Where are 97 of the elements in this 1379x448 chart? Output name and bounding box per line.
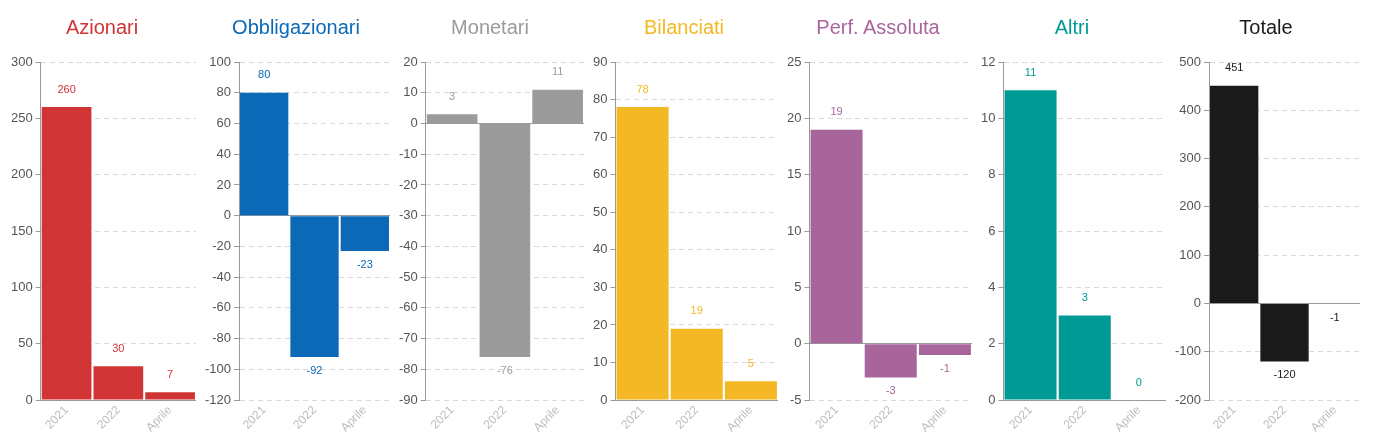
data-label: 80: [258, 68, 271, 81]
y-tick-label: 0: [988, 391, 996, 407]
y-tick-label: 10: [403, 84, 418, 100]
y-tick-label: 10: [980, 109, 996, 125]
bar: [145, 392, 195, 400]
data-label: 19: [830, 105, 843, 118]
y-tick-label: -50: [398, 268, 418, 284]
y-tick-label: 40: [592, 241, 608, 257]
data-label: -1: [1329, 310, 1340, 323]
y-tick-label: 200: [1179, 198, 1202, 214]
y-tick-label: -200: [1174, 391, 1202, 407]
y-tick-label: 0: [1193, 295, 1202, 311]
y-tick-label: -5: [789, 391, 802, 407]
y-tick-label: 300: [10, 53, 33, 69]
y-tick-label: 60: [592, 166, 608, 182]
data-label: 7: [167, 367, 174, 380]
y-tick-label: 40: [216, 145, 232, 161]
y-tick-label: -40: [398, 238, 418, 254]
y-tick-label: 70: [592, 128, 608, 144]
y-tick-label: 300: [1179, 150, 1202, 166]
data-label: -3: [885, 384, 896, 397]
bar: [670, 328, 723, 400]
y-tick-label: 250: [10, 109, 33, 125]
data-label: 451: [1225, 61, 1244, 74]
y-tick-label: 50: [18, 335, 33, 351]
y-tick-label: 500: [1179, 53, 1202, 69]
y-tick-label: -100: [204, 360, 232, 376]
y-tick-label: 2: [988, 335, 996, 351]
y-tick-label: 200: [10, 166, 33, 182]
y-tick-label: 20: [592, 316, 608, 332]
data-label: -120: [1273, 368, 1296, 381]
data-label: 11: [551, 65, 564, 78]
chart-title: Azionari: [65, 15, 139, 38]
data-label: 5: [747, 356, 754, 369]
y-tick-label: -40: [212, 268, 232, 284]
y-tick-label: -100: [1174, 343, 1202, 359]
data-label: 260: [57, 82, 76, 95]
bar: [41, 107, 92, 400]
y-tick-label: 400: [1179, 101, 1202, 117]
y-tick-label: 20: [786, 109, 802, 125]
y-tick-label: 150: [10, 222, 33, 238]
y-tick-label: 80: [592, 91, 608, 107]
y-tick-label: 90: [592, 53, 608, 69]
chart-title: Monetari: [451, 15, 529, 38]
data-label: 30: [112, 341, 125, 354]
y-tick-label: 100: [209, 53, 232, 69]
chart-title: Altri: [1054, 15, 1090, 38]
y-tick-label: 5: [794, 278, 802, 294]
y-tick-label: -10: [398, 145, 418, 161]
y-tick-label: 0: [223, 207, 232, 223]
y-tick-label: -80: [398, 360, 418, 376]
y-tick-label: -20: [398, 176, 418, 192]
y-tick-label: 50: [592, 203, 608, 219]
y-tick-label: -70: [398, 330, 418, 346]
y-tick-label: 8: [988, 166, 996, 182]
y-tick-label: 60: [216, 115, 232, 131]
y-tick-label: 15: [786, 166, 802, 182]
y-tick-label: 12: [980, 53, 996, 69]
data-label: -1: [940, 361, 950, 374]
y-tick-label: 0: [600, 391, 608, 407]
y-tick-label: 30: [592, 278, 608, 294]
data-label: 3: [1081, 291, 1088, 304]
chart-title: Obbligazionari: [232, 15, 360, 38]
y-tick-label: 20: [403, 53, 418, 69]
y-tick-label: 4: [988, 278, 996, 294]
y-tick-label: -20: [212, 238, 232, 254]
y-tick-label: 0: [25, 391, 33, 407]
chart-title: Bilanciati: [643, 15, 725, 38]
data-label: 3: [449, 89, 456, 102]
y-tick-label: 20: [216, 176, 232, 192]
data-label: -76: [496, 363, 513, 376]
chart-title: Totale: [1239, 15, 1293, 38]
y-tick-label: 10: [786, 222, 802, 238]
chart-title: Perf. Assoluta: [816, 15, 941, 38]
data-label: 78: [636, 82, 649, 95]
y-tick-label: -80: [212, 330, 232, 346]
y-tick-label: 6: [988, 222, 996, 238]
y-tick-label: -120: [204, 391, 232, 407]
y-tick-label: 10: [592, 354, 608, 370]
y-tick-label: 0: [410, 115, 418, 131]
y-tick-label: -90: [398, 391, 418, 407]
y-tick-label: 100: [1179, 246, 1202, 262]
bar: [616, 107, 669, 400]
y-tick-label: 0: [794, 335, 802, 351]
data-label: -92: [306, 363, 323, 376]
bar: [93, 366, 144, 400]
data-label: -23: [356, 257, 373, 270]
data-label: 0: [1135, 375, 1142, 388]
y-tick-label: -60: [398, 299, 418, 315]
data-label: 19: [690, 304, 703, 317]
y-tick-label: 100: [10, 278, 33, 294]
y-tick-label: 80: [216, 84, 232, 100]
data-label: 11: [1024, 65, 1037, 78]
y-tick-label: -30: [398, 207, 418, 223]
bar: [724, 381, 777, 400]
y-tick-label: 25: [786, 53, 802, 69]
y-tick-label: -60: [212, 299, 232, 315]
